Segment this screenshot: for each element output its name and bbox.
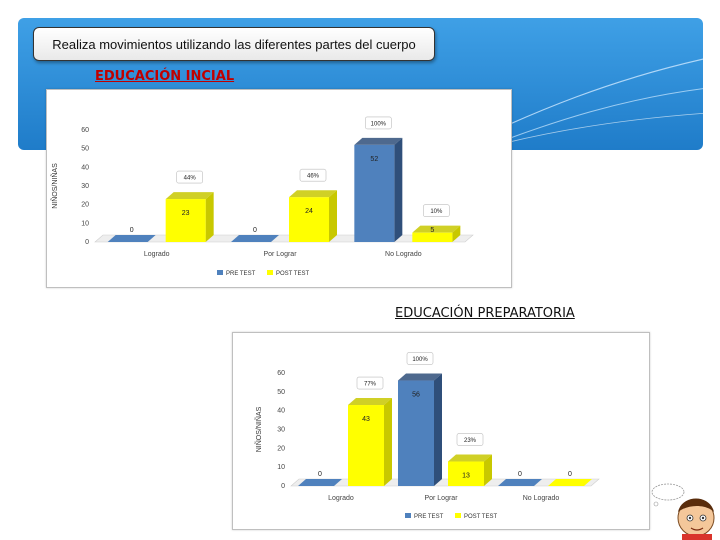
chart1-bar-post-test-1 — [289, 190, 337, 242]
chart2-value-label: 0 — [318, 471, 322, 478]
svg-text:PRE TEST: PRE TEST — [226, 271, 256, 277]
chart1-legend-item: PRE TEST — [217, 270, 256, 277]
chart2-bar-pre-test-2 — [498, 479, 542, 486]
chart1-ytick: 50 — [81, 146, 89, 153]
chart1-bar-post-test-0 — [165, 192, 214, 242]
chart2-legend-item: POST TEST — [455, 513, 497, 520]
chart2-ylabel: NIÑOS/NIÑAS — [254, 406, 263, 452]
chart1-legend-item: POST TEST — [267, 270, 309, 277]
chart1-bar-pre-test-1 — [231, 235, 279, 242]
chart2-bar-post-test-1 — [448, 454, 492, 486]
chart-preparatoria-svg: 0 10 20 30 40 50 60 NIÑOS/NIÑAS 0 43 77% Logrado 56 1… — [254, 352, 600, 520]
chart2-category-label: No Logrado — [523, 495, 560, 502]
chart2-value-label: 13 — [462, 473, 470, 480]
chart1-bar-post-test-2 — [412, 225, 461, 242]
section-label-preparatoria: EDUCACIÓN PREPARATORIA — [395, 306, 575, 321]
svg-text:23%: 23% — [464, 438, 477, 444]
chart2-bar-post-test-2 — [548, 479, 592, 486]
chart2-percent-callout: 23% — [456, 433, 484, 446]
svg-text:100%: 100% — [412, 357, 428, 363]
chart1-bar-pre-test-0 — [107, 235, 156, 242]
chart1-ytick: 20 — [81, 202, 89, 209]
chart1-ytick: 40 — [81, 164, 89, 171]
chart1-value-label: 0 — [130, 227, 134, 234]
chart1-value-label: 24 — [305, 208, 313, 215]
chart2-ytick: 40 — [277, 408, 285, 415]
svg-text:PRE TEST: PRE TEST — [414, 514, 444, 520]
cartoon-child-icon — [651, 483, 715, 540]
chart2-bar-post-test-0 — [348, 398, 392, 486]
chart2-category-label: Por Lograr — [424, 495, 458, 502]
slide-title: Realiza movimientos utilizando las difer… — [33, 27, 435, 61]
chart2-ytick: 60 — [277, 370, 285, 377]
chart-preparatoria: 0 10 20 30 40 50 60 NIÑOS/NIÑAS 0 43 77% Logrado 56 1… — [232, 332, 650, 530]
chart2-ytick: 10 — [277, 464, 285, 471]
chart2-percent-callout: 77% — [356, 376, 384, 390]
chart2-ytick: 20 — [277, 445, 285, 452]
chart1-value-label: 23 — [182, 210, 190, 217]
chart2-value-label: 0 — [518, 471, 522, 478]
chart1-ylabel: NIÑOS/NIÑAS — [50, 163, 59, 209]
section-label-inicial: EDUCACIÓN INCIAL — [95, 69, 235, 84]
chart1-percent-callout: 10% — [423, 204, 450, 217]
chart-inicial: 0 10 20 30 40 50 60 NIÑOS/NIÑAS 0 23 44% Logrado 0 24… — [46, 89, 512, 288]
chart-inicial-svg: 0 10 20 30 40 50 60 NIÑOS/NIÑAS 0 23 44% Logrado 0 24… — [50, 116, 474, 277]
chart1-ytick: 0 — [85, 239, 89, 246]
chart1-value-label: 52 — [370, 156, 378, 163]
chart1-category-label: No Logrado — [385, 251, 422, 258]
chart1-ytick: 60 — [81, 127, 89, 134]
chart2-legend-item: PRE TEST — [405, 513, 444, 520]
svg-text:POST TEST: POST TEST — [276, 271, 309, 277]
chart2-bar-pre-test-0 — [298, 479, 342, 486]
chart1-ytick: 30 — [81, 183, 89, 190]
chart2-category-label: Logrado — [328, 495, 354, 502]
svg-text:10%: 10% — [430, 209, 443, 215]
svg-text:46%: 46% — [307, 174, 320, 180]
svg-text:77%: 77% — [364, 382, 377, 388]
chart1-percent-callout: 46% — [299, 168, 327, 182]
chart2-ytick: 0 — [281, 483, 285, 490]
chart2-ytick: 30 — [277, 427, 285, 434]
chart2-value-label: 0 — [568, 471, 572, 478]
chart2-percent-callout: 100% — [406, 352, 434, 365]
chart1-category-label: Logrado — [144, 251, 170, 258]
chart1-percent-callout: 100% — [365, 116, 392, 130]
chart2-value-label: 56 — [412, 392, 420, 399]
chart1-value-label: 0 — [253, 227, 257, 234]
chart1-ytick: 10 — [81, 220, 89, 227]
svg-text:POST TEST: POST TEST — [464, 514, 497, 520]
chart1-bar-pre-test-2 — [354, 137, 403, 242]
svg-text:44%: 44% — [184, 176, 197, 182]
chart2-ytick: 50 — [277, 389, 285, 396]
chart1-percent-callout: 44% — [176, 170, 203, 184]
svg-text:100%: 100% — [371, 121, 387, 127]
chart2-value-label: 43 — [362, 416, 370, 423]
chart2-bar-pre-test-1 — [398, 373, 442, 486]
chart1-category-label: Por Lograr — [263, 251, 297, 258]
chart1-value-label: 5 — [430, 227, 434, 234]
